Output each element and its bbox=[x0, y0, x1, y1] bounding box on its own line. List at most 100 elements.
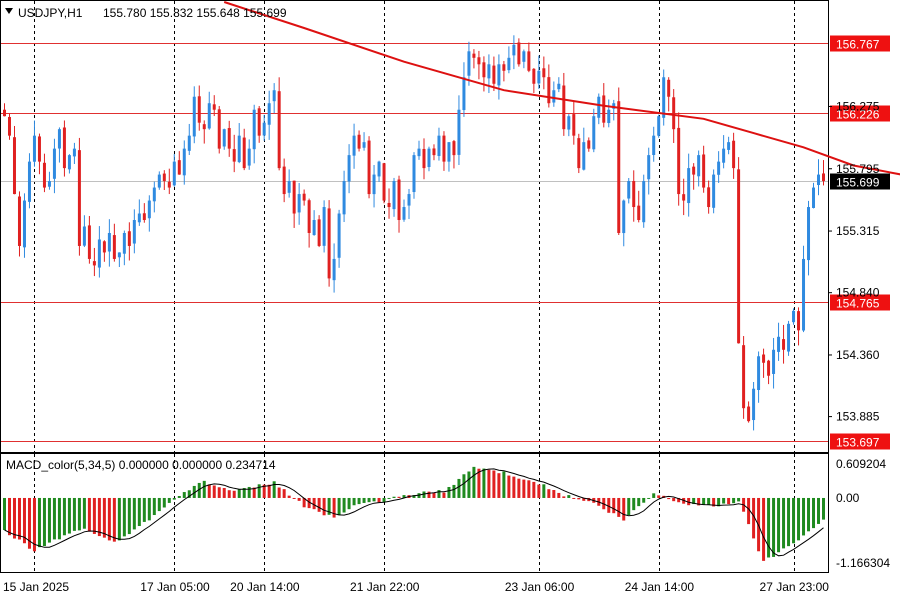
candle-body bbox=[712, 175, 715, 208]
candle-body bbox=[577, 138, 580, 168]
candle-body bbox=[53, 149, 56, 179]
candle-body bbox=[218, 109, 221, 148]
macd-bar bbox=[48, 498, 51, 543]
macd-bar bbox=[567, 495, 570, 498]
candle-body bbox=[368, 141, 371, 194]
candle-body bbox=[512, 45, 515, 56]
candle-body bbox=[802, 259, 805, 331]
macd-bar bbox=[507, 476, 510, 498]
candle-body bbox=[772, 350, 775, 374]
macd-bar bbox=[58, 498, 61, 539]
candle-body bbox=[547, 77, 550, 103]
candle-body bbox=[98, 239, 101, 267]
macd-bar bbox=[73, 498, 76, 531]
macd-bar bbox=[298, 498, 301, 501]
macd-bar bbox=[138, 498, 141, 526]
macd-bar bbox=[233, 491, 236, 498]
ohlc-values: 155.780 155.832 155.648 155.699 bbox=[103, 6, 287, 20]
candle-body bbox=[707, 187, 710, 207]
candle-body bbox=[323, 207, 326, 246]
candle-body bbox=[647, 155, 650, 179]
candle-body bbox=[462, 77, 465, 110]
candle-body bbox=[822, 173, 825, 181]
candle-body bbox=[238, 136, 241, 162]
candle-body bbox=[567, 116, 570, 129]
macd-bar bbox=[637, 498, 640, 506]
candle-body bbox=[78, 150, 81, 246]
price-tick-label: 154.840 bbox=[836, 286, 880, 300]
macd-bar bbox=[512, 477, 515, 498]
macd-bar bbox=[667, 498, 670, 499]
macd-bar bbox=[627, 498, 630, 515]
candle-body bbox=[118, 252, 121, 257]
candle-body bbox=[318, 219, 321, 246]
candle-body bbox=[622, 201, 625, 234]
macd-bar bbox=[13, 498, 16, 539]
macd-bar bbox=[727, 498, 730, 504]
macd-bar bbox=[93, 498, 96, 534]
macd-bar bbox=[772, 498, 775, 557]
candle-body bbox=[228, 128, 231, 149]
candle-body bbox=[427, 149, 430, 167]
candle-body bbox=[233, 149, 236, 162]
macd-bar bbox=[722, 498, 725, 504]
macd-bar bbox=[258, 484, 261, 498]
candle-body bbox=[417, 149, 420, 156]
candle-body bbox=[572, 114, 575, 136]
candle-body bbox=[203, 124, 206, 129]
candle-body bbox=[447, 142, 450, 161]
candle-body bbox=[537, 71, 540, 84]
macd-bar bbox=[652, 493, 655, 498]
price-tick-label: 153.885 bbox=[836, 410, 880, 424]
candle-body bbox=[303, 194, 306, 201]
candle-body bbox=[727, 142, 730, 150]
candle-body bbox=[607, 110, 610, 123]
candle-body bbox=[467, 51, 470, 75]
candle-body bbox=[3, 110, 6, 116]
macd-bar bbox=[168, 498, 171, 503]
time-tick-label: 21 Jan 22:00 bbox=[350, 580, 420, 594]
macd-bar bbox=[612, 498, 615, 513]
macd-bar bbox=[617, 498, 620, 517]
macd-bar bbox=[203, 481, 206, 498]
candle-body bbox=[108, 233, 111, 252]
macd-bar bbox=[113, 498, 116, 542]
candle-body bbox=[243, 138, 246, 169]
candle-body bbox=[667, 80, 670, 97]
candle-body bbox=[432, 148, 435, 155]
candle-body bbox=[507, 58, 510, 70]
time-tick-label: 23 Jan 06:00 bbox=[505, 580, 575, 594]
level-price-label: 156.767 bbox=[836, 38, 880, 52]
macd-bar bbox=[133, 498, 136, 529]
macd-bar bbox=[657, 495, 660, 498]
macd-bar bbox=[552, 490, 555, 498]
macd-bar bbox=[447, 487, 450, 498]
candle-body bbox=[73, 149, 76, 157]
macd-bar bbox=[68, 498, 71, 534]
candle-body bbox=[168, 182, 171, 188]
macd-bar bbox=[737, 498, 740, 501]
macd-bar bbox=[517, 479, 520, 498]
macd-bar bbox=[672, 498, 675, 501]
macd-bar bbox=[83, 498, 86, 529]
candle-body bbox=[268, 103, 271, 125]
macd-bar bbox=[812, 498, 815, 528]
macd-bar bbox=[547, 489, 550, 498]
candle-body bbox=[398, 180, 401, 220]
macd-bar bbox=[502, 471, 505, 497]
candle-body bbox=[38, 136, 41, 161]
candle-body bbox=[782, 339, 785, 350]
candle-body bbox=[113, 235, 116, 259]
macd-bar bbox=[373, 498, 376, 501]
candle-body bbox=[767, 361, 770, 376]
candle-body bbox=[93, 261, 96, 265]
macd-bar bbox=[702, 498, 705, 505]
candle-body bbox=[642, 181, 645, 222]
candle-body bbox=[732, 141, 735, 168]
candle-body bbox=[393, 181, 396, 209]
macd-bar bbox=[268, 485, 271, 498]
candle-body bbox=[308, 200, 311, 233]
current-price-label: 155.699 bbox=[836, 176, 880, 190]
